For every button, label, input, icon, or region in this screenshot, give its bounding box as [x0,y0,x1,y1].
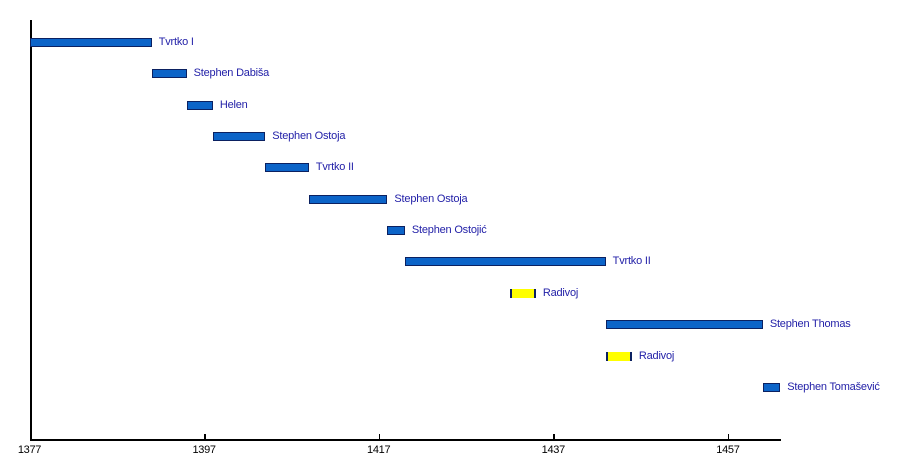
timeline-bar-radivoj [605,351,632,361]
axis-tick-1457 [727,434,730,439]
bar-label-tvrtko-ii: Tvrtko II [315,161,354,174]
timeline-bar-stephen-ostoja [308,194,388,204]
bar-label-stephen-thomas: Stephen Thomas [769,318,851,331]
bar-label-radivoj: Radivoj [542,286,579,299]
timeline-bar-stephen-thomas [605,320,763,330]
axis-tick-label-1377: 1377 [17,444,42,456]
axis-tick-1377 [29,434,31,439]
timeline-bar-tvrtko-ii [404,257,606,267]
axis-tick-1397 [204,434,206,439]
y-axis [30,20,32,441]
timeline-bar-helen [186,100,213,110]
bar-label-stephen-toma-evi: Stephen Tomašević [787,380,880,393]
axis-tick-label-1437: 1437 [541,444,566,456]
timeline-bar-stephen-ostoji [387,226,405,236]
bar-label-stephen-dabi-a: Stephen Dabiša [193,67,270,80]
bar-label-stephen-ostoja: Stephen Ostoja [394,192,468,205]
bar-label-tvrtko-ii: Tvrtko II [612,255,651,268]
axis-tick-1437 [553,434,555,439]
timeline-bar-stephen-toma-evi [762,382,781,392]
timeline-bar-tvrtko-ii [265,163,309,173]
timeline-bar-stephen-ostoja [212,132,266,142]
axis-tick-label-1417: 1417 [367,444,391,456]
bar-label-tvrtko-i: Tvrtko I [158,36,194,48]
x-axis [29,439,782,441]
timeline-bar-tvrtko-i [29,38,152,47]
bar-label-radivoj: Radivoj [638,349,675,362]
timeline-bar-stephen-dabi-a [151,69,187,79]
timeline-bar-radivoj [509,288,536,298]
axis-tick-label-1397: 1397 [192,444,216,456]
bar-label-stephen-ostoji: Stephen Ostojić [411,224,487,237]
bar-label-stephen-ostoja: Stephen Ostoja [272,130,346,143]
bar-label-helen: Helen [219,98,248,111]
axis-tick-label-1457: 1457 [716,444,740,456]
axis-tick-1417 [378,434,381,439]
